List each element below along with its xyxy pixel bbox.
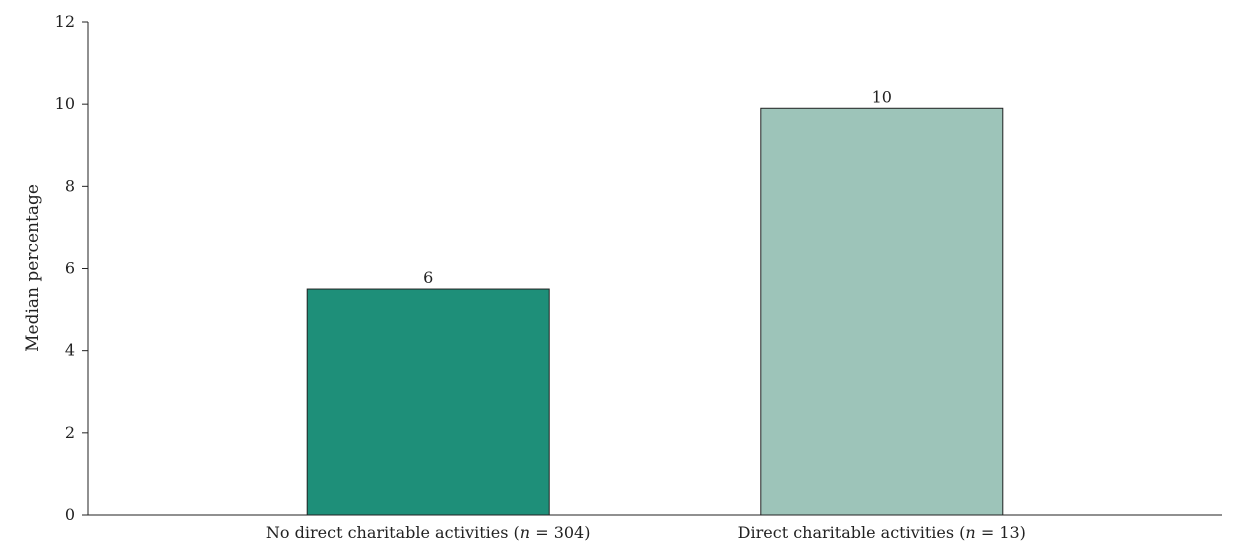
x-tick-label: No direct charitable activities (n = 304… <box>266 523 591 542</box>
y-tick-label: 6 <box>65 259 75 278</box>
y-tick-label: 8 <box>65 176 75 195</box>
bars <box>306 107 1004 516</box>
bar <box>760 107 1004 516</box>
bar-value-label: 6 <box>423 268 433 287</box>
bar-value-label: 10 <box>872 87 892 106</box>
y-axis-title: Median percentage <box>23 184 43 352</box>
bar <box>306 288 550 516</box>
y-tick-label: 0 <box>65 505 75 524</box>
y-tick-label: 10 <box>55 94 75 113</box>
category-labels: No direct charitable activities (n = 304… <box>266 523 1026 542</box>
y-tick-label: 2 <box>65 423 75 442</box>
x-tick-label: Direct charitable activities (n = 13) <box>738 523 1026 542</box>
y-tick-label: 4 <box>65 341 75 360</box>
data-labels: 6 10 <box>423 87 892 287</box>
y-axis: 0 2 4 6 8 10 12 <box>55 12 89 524</box>
y-tick-label: 12 <box>55 12 75 31</box>
